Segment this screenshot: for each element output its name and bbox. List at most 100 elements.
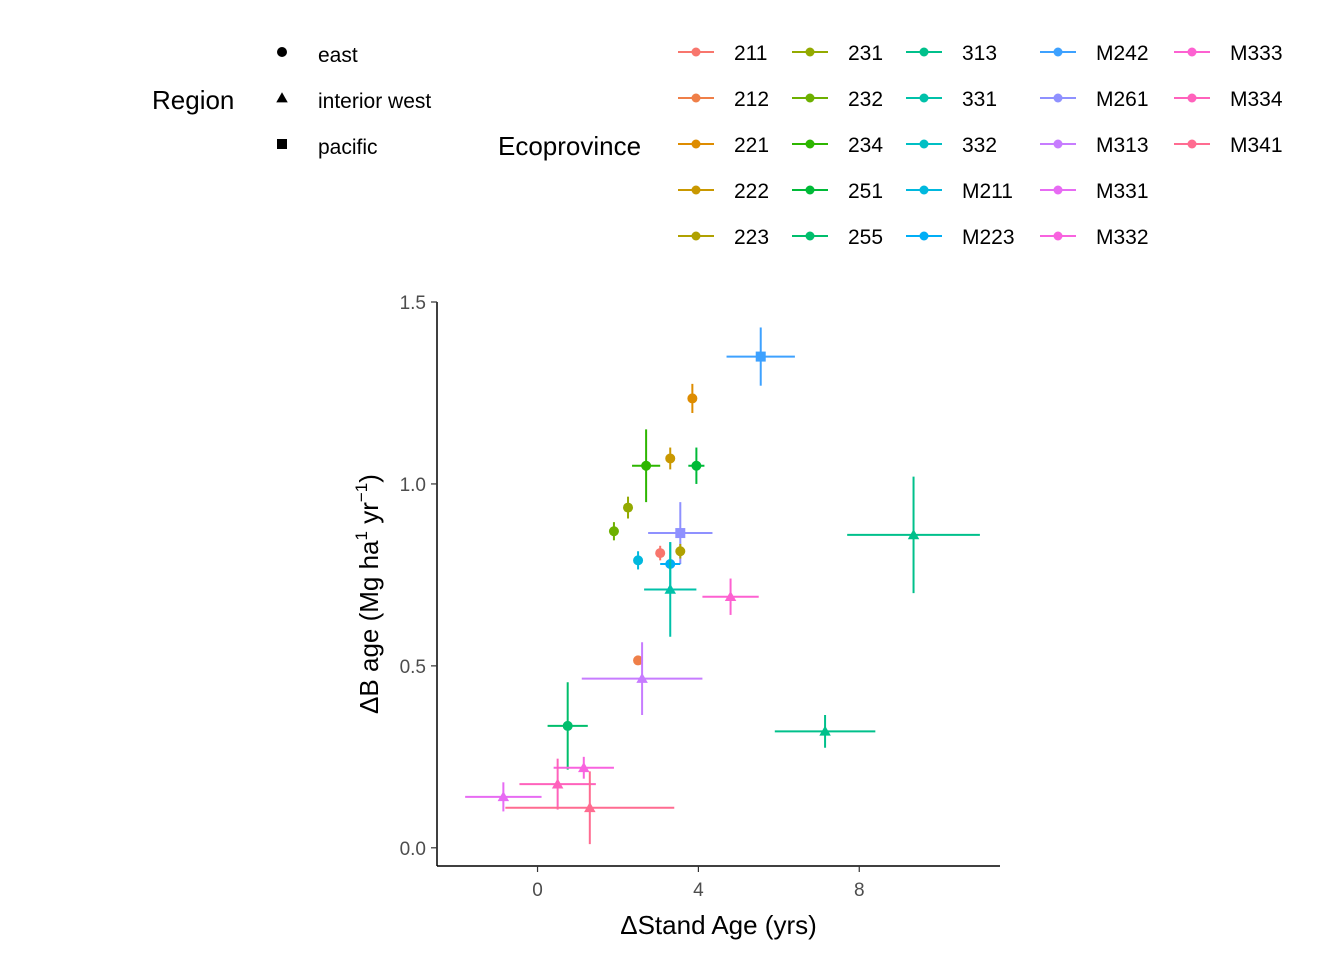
data-point-223 [675,543,686,559]
point-marker [819,725,831,736]
legend-key-point [919,231,929,241]
legend-label-ecoprovince: 331 [962,88,997,111]
data-point-313 [847,476,980,594]
legend-key-point [805,93,815,103]
legend-key-point [1053,185,1063,195]
data-point-255 [547,682,588,770]
y-axis-label: ΔB age (Mg ha1 yr−1) [352,474,384,714]
point-marker [675,528,686,539]
plot-area: 0 4 8 0.0 0.5 1.0 1.5 ΔStand Age (yrs) ΔB age (M… [352,293,1000,940]
legend-label-region: east [318,44,358,67]
data-point-331 [644,542,697,637]
legend-key-point [1187,47,1197,57]
data-point-234 [632,429,661,503]
point-marker [675,546,686,557]
legend-label-ecoprovince: M313 [1096,134,1149,157]
legend-label-ecoprovince: 234 [848,134,883,157]
legend-key-point [691,93,701,103]
legend-key-point [805,47,815,57]
legend-label-ecoprovince: 211 [734,42,767,65]
legend-key-point [919,139,929,149]
legend-label-ecoprovince: 221 [734,134,769,157]
legend-label-ecoprovince: M332 [1096,226,1149,249]
point-marker [633,555,644,566]
data-point-M341 [505,771,675,845]
data-point-M333 [702,578,759,615]
data-point-M242 [726,327,795,386]
legend-key-point [1053,231,1063,241]
data-point-M331 [465,782,542,812]
legend-key-point [919,93,929,103]
legend-key-point [691,47,701,57]
x-tick-label: 0 [532,880,543,901]
legend-key-point [919,47,929,57]
legend-label-region: interior west [318,90,431,113]
legend-key-point [691,231,701,241]
legend-label-ecoprovince: 223 [734,226,769,249]
legend-label-ecoprovince: M341 [1230,134,1283,157]
legend-label-ecoprovince: 251 [848,180,883,203]
legend-key-square [277,139,287,149]
legend-key-point [805,185,815,195]
point-marker [907,529,920,540]
legend-key-point [805,139,815,149]
legend-label-ecoprovince: M331 [1096,180,1149,203]
x-tick-label: 8 [854,880,865,901]
point-marker [562,720,573,731]
data-point-251 [688,447,705,484]
legend-key-point [691,185,701,195]
ecoprovince-legend: Ecoprovince 211 212 221 222 223 231 232 234 251 25… [498,42,1283,249]
point-marker [665,453,676,464]
legend-label-ecoprovince: 222 [734,180,769,203]
point-marker [608,526,619,537]
point-marker [755,351,766,362]
x-axis-label: ΔStand Age (yrs) [620,910,817,940]
legend-key-circle [277,47,287,57]
data-point-M332 [553,756,614,779]
ecoprovince-legend-title: Ecoprovince [498,131,641,161]
point-marker [687,393,698,404]
point-marker [691,460,702,471]
point-marker [497,791,510,802]
legend-label-ecoprovince: 232 [848,88,883,111]
legend-key-point [805,231,815,241]
legend-label-ecoprovince: 212 [734,88,769,111]
region-legend: Region east interior west pacific [152,44,431,159]
point-marker [641,460,652,471]
data-point-M313 [581,642,703,715]
legend-key-triangle [276,92,288,103]
point-marker [655,548,666,559]
point-marker [584,802,596,813]
legend-label-region: pacific [318,136,378,159]
legend-label-ecoprovince: 255 [848,226,883,249]
point-marker [724,590,737,602]
data-point-211 [655,545,666,561]
x-tick-label: 4 [693,880,704,901]
point-marker [623,502,634,513]
data-point-231 [623,496,634,519]
data-point-222 [665,447,676,470]
region-legend-title: Region [152,85,234,115]
point-marker [578,762,590,773]
data-point-M211 [633,551,644,570]
legend-label-ecoprovince: M334 [1230,88,1283,111]
legend-key-point [1187,139,1197,149]
legend-label-ecoprovince: 313 [962,42,997,65]
data-point-221 [687,383,698,413]
data-point-M334 [519,758,596,810]
legend-label-ecoprovince: M211 [962,180,1013,203]
legend-label-ecoprovince: 231 [848,42,883,65]
legend-key-point [1187,93,1197,103]
y-tick-label: 1.5 [400,293,426,314]
legend-key-point [1053,139,1063,149]
legend-key-point [1053,93,1063,103]
y-tick-label: 1.0 [400,475,426,496]
y-tick-label: 0.5 [400,657,426,678]
point-marker [551,778,564,789]
legend-label-ecoprovince: M333 [1230,42,1283,65]
legend-key-point [1053,47,1063,57]
point-marker [664,583,676,594]
point-marker [636,672,648,683]
